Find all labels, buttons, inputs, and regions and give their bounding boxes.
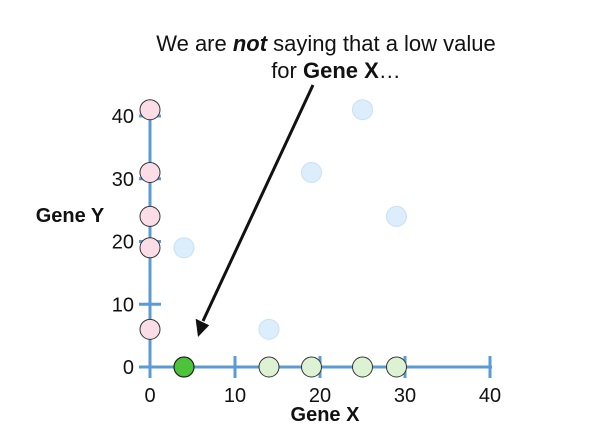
y-tick-label: 10 [112,294,134,316]
y-tick-label: 40 [112,106,134,128]
annotation-line-1-emphasis: not [233,31,269,56]
annotation-line-2: for Gene X… [271,58,401,83]
annotation-line-1-end: saying that a low value [267,31,496,56]
background-point [173,237,195,259]
annotation-arrow-head [195,318,210,337]
on-y-axis-point [139,237,161,259]
axis-labels: 0 10 20 30 40 0 10 20 30 40 Gene X Gene Y [36,106,501,426]
annotation-line-2-emphasis: Gene X [303,58,379,83]
data-points [139,99,407,378]
annotation-line-1: We are not saying that a low value [156,31,496,56]
background-point [301,161,322,183]
annotation: We are not saying that a low value for G… [156,31,496,337]
y-tick-label: 0 [123,357,134,379]
y-tick-label: 30 [112,169,134,191]
on-x-axis-point [258,356,280,378]
on-y-axis-point [139,318,161,340]
highlighted-point [173,356,195,378]
background-point [352,99,373,121]
y-axis-label: Gene Y [36,205,105,227]
background-point [386,205,407,227]
x-tick-label: 0 [144,385,155,407]
annotation-arrow-line [201,84,315,322]
on-y-axis-point [139,205,161,227]
x-tick-label: 20 [309,385,331,407]
x-tick-label: 30 [394,385,416,407]
annotation-line-1-start: We are [156,31,233,56]
on-x-axis-point [301,356,322,378]
on-x-axis-point [352,356,373,378]
background-point [258,318,280,340]
y-tick-label: 20 [112,232,134,254]
x-tick-label: 10 [224,385,246,407]
on-x-axis-point [386,356,407,378]
annotation-line-2-end: … [379,58,401,83]
x-axis-label: Gene X [291,404,361,426]
x-tick-label: 40 [479,385,501,407]
on-y-axis-point [139,161,161,183]
on-y-axis-point [139,99,161,121]
annotation-line-2-start: for [271,58,303,83]
